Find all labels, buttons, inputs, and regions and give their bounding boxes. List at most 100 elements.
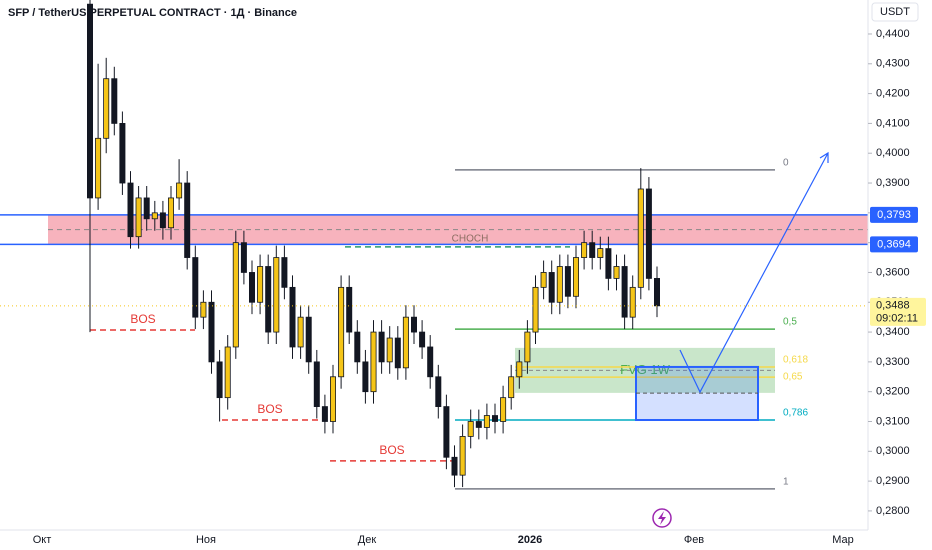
candle-body <box>613 266 620 279</box>
x-tick-label: Мар <box>832 534 854 546</box>
candle-body <box>135 197 142 238</box>
candle-body <box>111 78 118 124</box>
candle-body <box>184 182 191 258</box>
candle-body <box>573 257 580 297</box>
candle-body <box>305 316 312 363</box>
fib-label: 0,5 <box>783 317 797 328</box>
choch-label: CHOCH <box>452 233 489 244</box>
candle-body <box>427 346 434 378</box>
candle-body <box>540 272 547 288</box>
x-tick-label: Дек <box>358 534 377 546</box>
candle-body <box>629 286 636 318</box>
candle-body <box>402 316 409 369</box>
candle-body <box>240 242 247 273</box>
last-price-tag <box>870 297 926 326</box>
candle-body <box>192 257 199 318</box>
y-tick-label: 0,4000 <box>876 147 910 159</box>
candle-body <box>410 316 417 333</box>
candle-body <box>103 78 110 139</box>
fib-label: 0 <box>783 158 789 169</box>
price-tag <box>870 236 918 253</box>
candle-body <box>532 286 539 333</box>
y-tick-label: 0,4100 <box>876 117 910 129</box>
projection-arrow <box>679 151 829 394</box>
events-icon-bolt <box>658 511 666 525</box>
candle-body <box>265 266 272 333</box>
currency-box[interactable] <box>871 2 919 22</box>
candle-body <box>548 272 555 303</box>
candle-body <box>329 376 336 422</box>
price-tag-label: 0,3694 <box>877 238 911 250</box>
x-tick-label: Фев <box>684 534 704 546</box>
fvg-label: FVG 1W <box>620 362 671 377</box>
y-tick-label: 0,3000 <box>876 445 910 457</box>
candle-body <box>87 3 94 199</box>
candle-body <box>589 242 596 258</box>
fib-label: 0,618 <box>783 355 808 366</box>
candle-body <box>370 331 377 393</box>
candle-body <box>321 406 328 422</box>
price-tag <box>870 206 918 223</box>
fib-label: 0,786 <box>783 408 808 419</box>
bos-label: BOS <box>257 402 282 416</box>
candle-body <box>159 212 166 229</box>
candle-body <box>621 266 628 318</box>
currency[interactable]: USDT <box>880 6 910 18</box>
candle-body <box>605 248 612 279</box>
candle-body <box>524 331 531 363</box>
y-tick-label: 0,3400 <box>876 326 910 338</box>
candle-body <box>451 456 458 476</box>
x-tick-label: Окт <box>33 534 52 546</box>
chart-title: SFP / TetherUS PERPETUAL CONTRACT · 1Д ·… <box>8 7 297 19</box>
y-tick-label: 0,3600 <box>876 266 910 278</box>
candle-body <box>654 278 661 307</box>
candle-body <box>297 316 304 348</box>
candle-body <box>378 331 385 363</box>
y-tick-label: 0,3300 <box>876 356 910 368</box>
fib-label: 1 <box>783 477 789 488</box>
candle-body <box>516 361 523 378</box>
candle-body <box>119 123 126 184</box>
candle-body <box>435 376 442 407</box>
candle-body <box>248 272 255 303</box>
y-tick-label: 0,4200 <box>876 88 910 100</box>
y-tick-label: 0,3100 <box>876 415 910 427</box>
x-tick-label: Ноя <box>196 534 216 546</box>
candle-body <box>143 197 150 220</box>
candle-body <box>273 257 280 333</box>
candle-body <box>151 212 158 220</box>
candle-body <box>354 331 361 363</box>
fib-label: 0,65 <box>783 372 803 383</box>
events-icon[interactable] <box>652 508 672 528</box>
candle-body <box>281 257 288 288</box>
candle-body <box>232 242 239 348</box>
y-tick-label: 0,2900 <box>876 475 910 487</box>
candle-body <box>386 337 393 363</box>
candle-body <box>491 415 498 422</box>
candle-body <box>200 301 207 318</box>
candle-body <box>127 182 134 238</box>
candle-body <box>362 361 369 393</box>
candle-body <box>176 182 183 199</box>
candle-body <box>467 421 474 437</box>
y-tick-label: 0,4400 <box>876 28 910 40</box>
candle-body <box>645 188 652 279</box>
candle-body <box>338 286 345 378</box>
bos-label: BOS <box>130 312 155 326</box>
candle-body <box>443 406 450 458</box>
candle-body <box>581 242 588 258</box>
candle-body <box>459 436 466 476</box>
candle-body <box>289 286 296 348</box>
candle-body <box>346 286 353 333</box>
plot-area: FVG 1W 0 0,5 0,618 0,65 0,786 1 BOS BOS BOS CHOCH <box>0 0 868 490</box>
candle-body <box>637 188 644 288</box>
candle-body <box>556 266 563 303</box>
candle-body <box>257 266 264 303</box>
candle-body <box>475 421 482 428</box>
candle-body <box>419 331 426 348</box>
candle-body <box>167 197 174 229</box>
last-price-label: 0,3488 <box>876 300 910 312</box>
candle-body <box>564 266 571 297</box>
